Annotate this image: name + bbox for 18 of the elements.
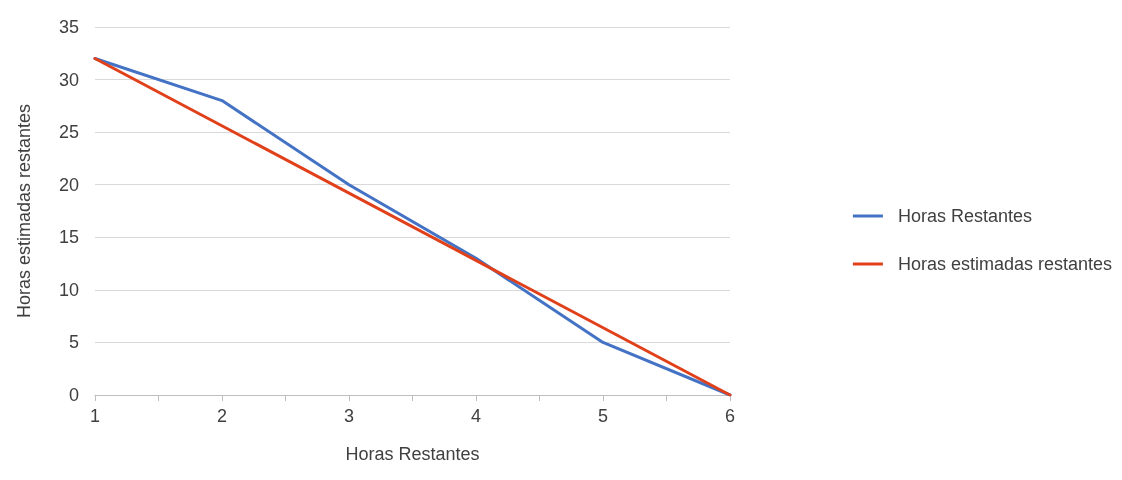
x-tick-label: 2 [216, 406, 228, 426]
y-axis-title: Horas estimadas restantes [14, 103, 34, 319]
y-tick-label: 10 [58, 279, 79, 300]
y-tick-label: 35 [58, 17, 79, 37]
y-tick-label: 5 [68, 332, 79, 353]
x-tick-label: 3 [343, 406, 355, 426]
legend-label: Horas estimadas restantes [897, 254, 1112, 274]
x-tick-label: 6 [724, 406, 736, 426]
x-tick-label: 4 [470, 406, 482, 426]
y-tick-label: 30 [58, 69, 79, 90]
y-tick-label: 0 [68, 385, 79, 405]
x-tick-label: 5 [597, 406, 609, 426]
y-tick-label: 25 [58, 122, 79, 143]
x-axis-title: Horas Restantes [345, 444, 480, 464]
x-tick-label: 1 [89, 406, 101, 426]
legend-label: Horas Restantes [897, 206, 1032, 226]
y-tick-label: 20 [58, 174, 79, 195]
y-tick-label: 15 [58, 227, 79, 248]
